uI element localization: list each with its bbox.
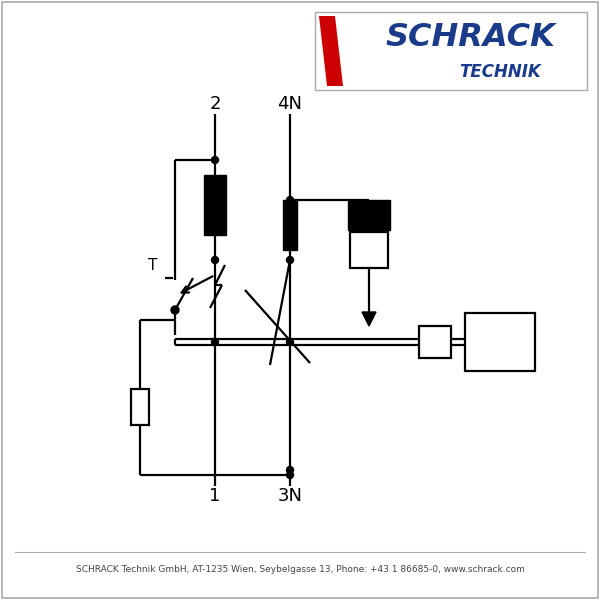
Bar — [283, 200, 297, 250]
Circle shape — [212, 157, 218, 163]
Circle shape — [287, 338, 293, 346]
Text: 2: 2 — [209, 95, 221, 113]
Text: H: H — [490, 330, 511, 354]
Bar — [131, 389, 149, 425]
Circle shape — [287, 196, 293, 203]
Text: T: T — [148, 257, 158, 272]
Text: TECHNIK: TECHNIK — [459, 63, 541, 81]
Bar — [315, 12, 587, 90]
Circle shape — [287, 472, 293, 479]
Bar — [204, 175, 226, 235]
Circle shape — [287, 257, 293, 263]
Bar — [465, 313, 535, 371]
Text: 3N: 3N — [277, 487, 302, 505]
Polygon shape — [362, 312, 376, 326]
Text: SCHRACK: SCHRACK — [385, 22, 555, 53]
Bar — [350, 232, 388, 268]
Circle shape — [171, 306, 179, 314]
Text: 4N: 4N — [277, 95, 302, 113]
Circle shape — [212, 338, 218, 346]
Polygon shape — [319, 16, 343, 86]
Bar — [348, 200, 390, 230]
Circle shape — [212, 257, 218, 263]
Bar — [419, 326, 451, 358]
Text: 1: 1 — [209, 487, 221, 505]
Text: SCHRACK Technik GmbH, AT-1235 Wien, Seybelgasse 13, Phone: +43 1 86685-0, www.sc: SCHRACK Technik GmbH, AT-1235 Wien, Seyb… — [76, 565, 524, 575]
Circle shape — [287, 467, 293, 473]
